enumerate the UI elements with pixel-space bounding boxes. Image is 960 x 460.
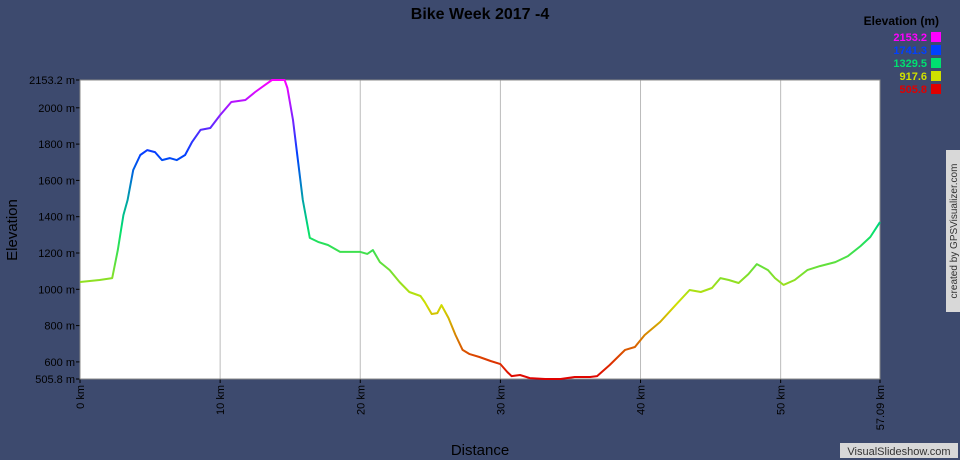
- legend-swatch: [931, 84, 941, 94]
- x-tick-label: 50 km: [776, 385, 788, 415]
- y-tick-label: 1400 m: [38, 212, 75, 224]
- x-tick-label: 40 km: [636, 385, 648, 415]
- y-tick-label: 505.8 m: [35, 374, 75, 386]
- legend-swatch: [931, 45, 941, 55]
- y-tick-label: 1200 m: [38, 248, 75, 260]
- legend-swatch: [931, 71, 941, 81]
- y-tick-label: 600 m: [44, 357, 75, 369]
- elevation-line: [79, 79, 881, 380]
- y-tick-label: 2000 m: [38, 103, 75, 115]
- y-tick-label: 2153.2 m: [29, 75, 75, 87]
- watermark: VisualSlideshow.com: [847, 446, 950, 458]
- x-tick-label: 10 km: [215, 385, 227, 415]
- y-tick-label: 1000 m: [38, 284, 75, 296]
- x-tick-label: 30 km: [495, 385, 507, 415]
- chart-title: Bike Week 2017 -4: [411, 6, 550, 23]
- legend-label: 505.8: [899, 84, 927, 96]
- legend-title: Elevation (m): [864, 14, 939, 28]
- credit-box: [946, 150, 960, 312]
- plot-border: [79, 79, 881, 380]
- legend-label: 917.6: [899, 71, 927, 83]
- y-tick-label: 1600 m: [38, 175, 75, 187]
- legend-label: 2153.2: [893, 32, 927, 44]
- x-tick-label: 20 km: [355, 385, 367, 415]
- x-tick-label: 57.09 km: [875, 385, 887, 430]
- x-tick-label: 0 km: [75, 385, 87, 409]
- legend-swatch: [931, 58, 941, 68]
- plot-area: [80, 80, 880, 379]
- legend-label: 1329.5: [893, 58, 927, 70]
- legend-label: 1741.3: [893, 45, 927, 57]
- x-axis-label: Distance: [451, 442, 509, 459]
- credit: created by GPSVisualizer.com: [949, 164, 960, 299]
- watermark-box: [840, 443, 958, 458]
- y-tick-label: 1800 m: [38, 139, 75, 151]
- y-tick-label: 800 m: [44, 321, 75, 333]
- legend-swatch: [931, 32, 941, 42]
- y-axis-label: Elevation: [4, 199, 21, 261]
